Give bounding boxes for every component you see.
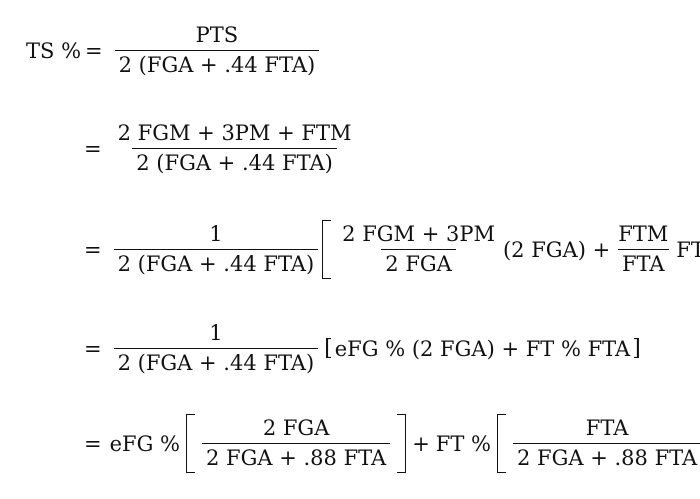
times-2fga: (2 FGA) +: [502, 237, 611, 262]
equation-line-1: TS % = PTS 2 (FGA + .44 FTA): [26, 23, 323, 77]
denominator: 2 FGA + .88 FTA: [513, 443, 700, 470]
numerator: 1: [209, 222, 223, 246]
denominator: 2 (FGA + .44 FTA): [114, 50, 320, 77]
numerator: 2 FGM + 3PM + FTM: [117, 121, 352, 145]
fraction-one-over: 1 2 (FGA + .44 FTA): [113, 321, 319, 375]
right-bracket: ]: [632, 336, 641, 362]
right-bracket: [397, 414, 407, 474]
denominator: 2 (FGA + .44 FTA): [113, 348, 319, 375]
denominator: 2 FGA + .88 FTA: [202, 443, 391, 470]
fraction-one-over: 1 2 (FGA + .44 FTA): [113, 222, 319, 276]
equation-line-4: = 1 2 (FGA + .44 FTA) [ eFG % (2 FGA) + …: [80, 321, 643, 375]
equals-sign: =: [84, 431, 102, 456]
equation-line-3: = 1 2 (FGA + .44 FTA) 2 FGM + 3PM 2 FGA …: [80, 220, 700, 280]
denominator: 2 (FGA + .44 FTA): [132, 148, 337, 175]
left-bracket: [497, 414, 507, 474]
fraction-fgm: 2 FGM + 3PM + FTM 2 (FGA + .44 FTA): [114, 121, 356, 175]
equals-sign: =: [84, 136, 102, 161]
denominator: FTA: [617, 249, 669, 276]
ts-percent-label: TS %: [26, 38, 82, 63]
left-bracket: [: [324, 336, 333, 362]
efg-percent-term: eFG %: [109, 431, 181, 456]
equation-line-5: = eFG % 2 FGA 2 FGA + .88 FTA + FT % FTA…: [80, 414, 700, 474]
square-bracket-group: 2 FGA 2 FGA + .88 FTA: [186, 414, 407, 474]
equation-line-2: = 2 FGM + 3PM + FTM 2 (FGA + .44 FTA): [80, 121, 359, 175]
square-bracket-group: 2 FGM + 3PM 2 FGA (2 FGA) + FTM FTA FTA: [322, 220, 700, 280]
left-bracket: [186, 414, 196, 474]
equals-sign: =: [84, 336, 102, 361]
equals-sign: =: [85, 38, 103, 63]
efg-ft-expression: eFG % (2 FGA) + FT % FTA: [334, 336, 631, 361]
plus-sign: +: [412, 431, 430, 456]
numerator: PTS: [195, 23, 239, 47]
fraction-ftm-fta: FTM FTA: [614, 222, 672, 276]
fraction-pts: PTS 2 (FGA + .44 FTA): [114, 23, 320, 77]
equals-sign: =: [84, 237, 102, 262]
numerator: 1: [209, 321, 223, 345]
denominator: 2 (FGA + .44 FTA): [113, 249, 319, 276]
left-bracket: [322, 220, 332, 280]
numerator: FTM: [618, 222, 669, 246]
ft-percent-term: FT %: [435, 431, 492, 456]
fraction-2fga: 2 FGA 2 FGA + .88 FTA: [202, 416, 391, 470]
fta-term: FTA: [676, 237, 700, 262]
square-bracket-group: FTA 2 FGA + .88 FTA: [497, 414, 700, 474]
numerator: 2 FGA: [262, 416, 330, 440]
fraction-fta: FTA 2 FGA + .88 FTA: [513, 416, 700, 470]
fraction-fgm-3pm: 2 FGM + 3PM 2 FGA: [338, 222, 499, 276]
denominator: 2 FGA: [381, 249, 456, 276]
numerator: 2 FGM + 3PM: [342, 222, 495, 246]
numerator: FTA: [585, 416, 629, 440]
